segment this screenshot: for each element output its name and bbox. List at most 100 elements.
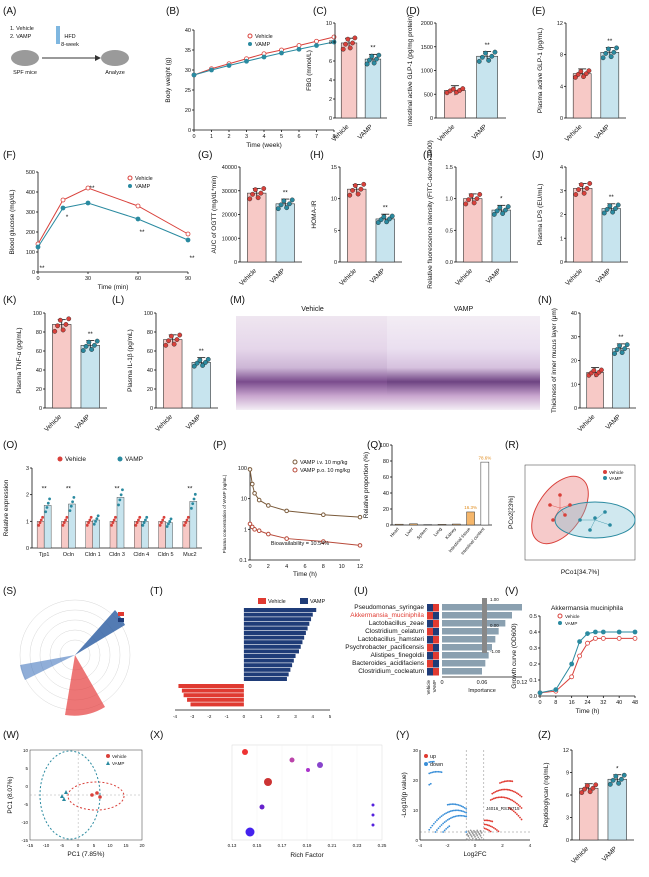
y-tick-label: 20 bbox=[147, 387, 153, 393]
data-point bbox=[608, 54, 614, 60]
volcano-point bbox=[499, 796, 501, 799]
series-point bbox=[35, 244, 41, 250]
centroid-line bbox=[549, 504, 561, 509]
legend-label: up bbox=[430, 754, 436, 760]
volcano-point bbox=[442, 831, 444, 833]
legend-marker bbox=[128, 184, 132, 188]
data-point bbox=[284, 205, 290, 211]
data-point bbox=[587, 789, 593, 795]
taxon-label ital: Alistipes_finegoldii bbox=[371, 652, 424, 659]
y-tick-label: 0 bbox=[415, 838, 418, 843]
x-tick-label: Vehicle bbox=[564, 123, 584, 143]
data-point bbox=[378, 217, 384, 223]
series-point bbox=[585, 640, 590, 646]
x-tick-label: 1 bbox=[210, 134, 213, 140]
volcano-point bbox=[446, 803, 449, 806]
significance-label: ** bbox=[485, 42, 491, 49]
series-point bbox=[135, 203, 141, 209]
volcano-point bbox=[449, 817, 452, 820]
heatmap-cell bbox=[433, 612, 439, 620]
plot-frame bbox=[524, 464, 636, 561]
volcano-point bbox=[508, 797, 511, 800]
panel-label: (V) bbox=[505, 586, 518, 597]
volcano-point bbox=[431, 824, 434, 827]
data-point bbox=[573, 74, 578, 80]
x-tick-label: VAMP bbox=[185, 413, 203, 431]
data-point bbox=[581, 74, 586, 80]
volcano-point bbox=[489, 820, 492, 822]
x-axis-label: Time (min) bbox=[98, 284, 129, 291]
volcano-point bbox=[446, 811, 449, 814]
importance-bar bbox=[442, 636, 496, 643]
volcano-point bbox=[431, 771, 434, 774]
lda-bar bbox=[181, 688, 244, 693]
y-tick-label: 10 bbox=[241, 497, 247, 503]
volcano-point bbox=[500, 788, 503, 791]
legend-marker bbox=[292, 459, 298, 465]
data-point bbox=[347, 192, 353, 198]
volcano-point bbox=[466, 838, 469, 841]
volcano-point bbox=[505, 788, 508, 791]
panel-label: (L) bbox=[112, 295, 124, 306]
data-point bbox=[581, 190, 587, 196]
y-axis-label: Thickness of inner mucus layer (μm) bbox=[551, 308, 558, 413]
panel-label: (Z) bbox=[538, 730, 551, 741]
data-point bbox=[624, 342, 630, 348]
x-tick-label: Vehicle bbox=[338, 267, 358, 287]
volcano-point bbox=[454, 803, 457, 806]
data-point bbox=[381, 214, 387, 220]
legend-label: Vehicle bbox=[268, 599, 286, 605]
bar bbox=[394, 523, 404, 526]
significance-label: * bbox=[616, 765, 619, 772]
volcano-point bbox=[462, 814, 465, 817]
x-tick-label ital: Cldn 3 bbox=[109, 552, 125, 558]
series-point bbox=[226, 63, 232, 68]
data-point bbox=[584, 783, 590, 789]
series-point bbox=[185, 231, 191, 237]
y-tick-label: 0.0 bbox=[529, 694, 537, 700]
lda-bar bbox=[243, 663, 293, 668]
data-point bbox=[347, 45, 353, 51]
panel-label: (G) bbox=[198, 150, 212, 161]
series-point bbox=[85, 185, 91, 191]
x-tick-label: Spleen bbox=[416, 526, 429, 540]
legend-marker bbox=[117, 456, 123, 462]
bar bbox=[452, 523, 461, 526]
volcano-point bbox=[452, 803, 455, 806]
data-point bbox=[479, 54, 485, 60]
scale-label: 0.00 bbox=[490, 623, 499, 628]
taxon-label ital: Clostridium_celatum bbox=[365, 628, 424, 635]
data-point bbox=[247, 196, 253, 202]
volcano-point bbox=[489, 799, 492, 801]
volcano-point bbox=[505, 796, 508, 799]
cladogram-sector bbox=[65, 655, 105, 716]
data-point bbox=[169, 517, 173, 521]
panel-label: (C) bbox=[313, 6, 327, 17]
x-tick-label: 3 bbox=[245, 134, 248, 140]
series-point bbox=[256, 528, 262, 534]
volcano-point bbox=[470, 830, 473, 833]
y-tick-label: 2 bbox=[329, 97, 332, 103]
volcano-point bbox=[448, 803, 451, 806]
data-point bbox=[599, 367, 604, 373]
volcano-point bbox=[477, 836, 480, 839]
volcano-point bbox=[476, 834, 479, 836]
y-tick-label: 10 bbox=[326, 21, 332, 27]
volcano-point bbox=[429, 782, 432, 785]
y-axis-label: Plasma LPS (EU/mL) bbox=[537, 184, 544, 246]
data-point bbox=[389, 213, 395, 219]
x-tick-label: Heart bbox=[389, 526, 400, 538]
lda-bar bbox=[243, 654, 296, 658]
y-tick-label: -5 bbox=[24, 802, 28, 807]
volcano-point bbox=[516, 792, 518, 795]
volcano-point bbox=[428, 761, 431, 764]
data-point bbox=[96, 514, 100, 518]
series-point bbox=[266, 531, 271, 537]
bar bbox=[80, 344, 100, 409]
volcano-point bbox=[511, 789, 514, 792]
importance-bar bbox=[442, 660, 486, 667]
volcano-point bbox=[508, 780, 511, 782]
importance-bar bbox=[442, 612, 512, 619]
heatmap-cell bbox=[433, 604, 439, 612]
lda-bar bbox=[243, 677, 287, 681]
